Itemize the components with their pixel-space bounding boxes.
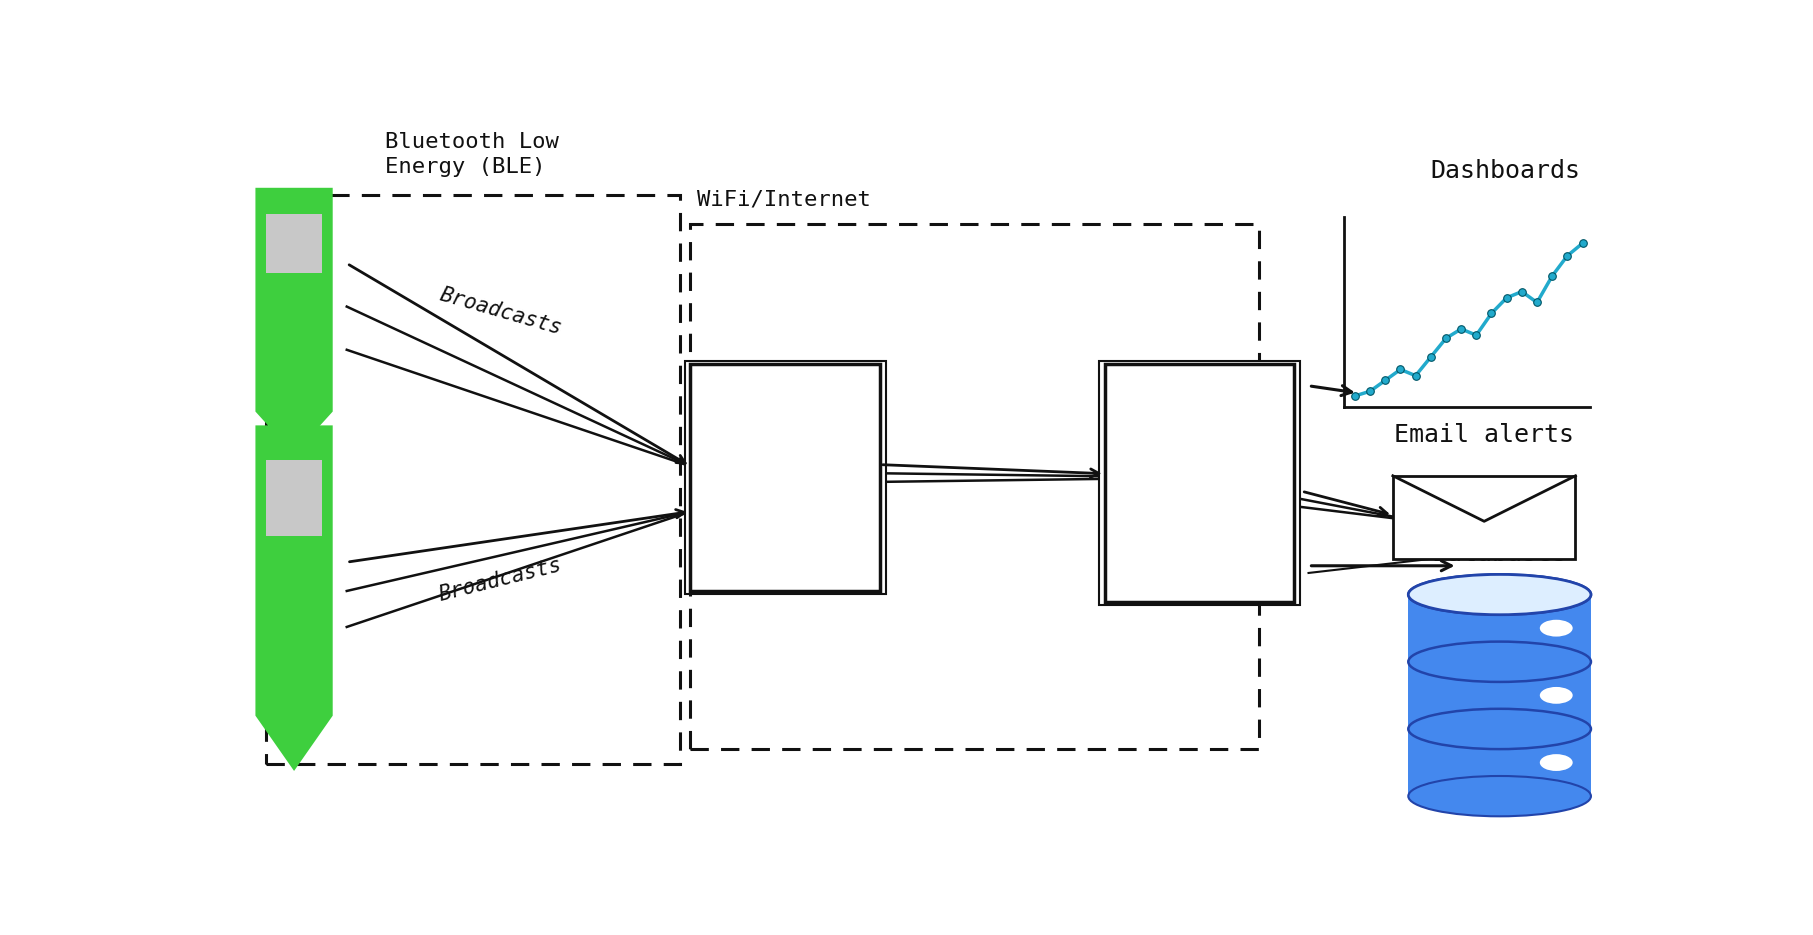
Text: Broadcasts: Broadcasts	[437, 285, 564, 339]
Circle shape	[1539, 755, 1572, 771]
Point	[1537, 268, 1566, 283]
Polygon shape	[256, 425, 334, 771]
Bar	[1409, 729, 1592, 797]
Ellipse shape	[1409, 574, 1592, 614]
Point	[1432, 331, 1461, 346]
Text: Bridge: Bridge	[740, 466, 830, 490]
Bar	[267, 214, 323, 273]
Bar	[691, 223, 1260, 749]
Ellipse shape	[1409, 641, 1592, 682]
Polygon shape	[256, 188, 334, 454]
Point	[1356, 383, 1385, 398]
Text: MQTT
Broker: MQTT Broker	[1155, 456, 1246, 510]
Text: Bluetooth Low
Energy (BLE): Bluetooth Low Energy (BLE)	[386, 132, 558, 177]
Bar	[1099, 361, 1300, 605]
Point	[1401, 368, 1430, 383]
Point	[1523, 295, 1552, 310]
Point	[1447, 322, 1476, 337]
Point	[1492, 291, 1521, 306]
Bar	[1409, 595, 1592, 662]
Bar	[267, 460, 323, 536]
Point	[1507, 284, 1536, 299]
Text: Dashboards: Dashboards	[1430, 159, 1581, 183]
Point	[1478, 306, 1507, 321]
Point	[1554, 249, 1583, 264]
Text: MQTT
messages: MQTT messages	[754, 371, 861, 416]
Text: Databases: Databases	[1432, 541, 1566, 566]
Ellipse shape	[1409, 574, 1592, 614]
Point	[1568, 236, 1597, 251]
Point	[1461, 327, 1490, 342]
Bar	[685, 361, 885, 594]
Circle shape	[1539, 620, 1572, 637]
Circle shape	[1539, 687, 1572, 704]
Ellipse shape	[1409, 776, 1592, 816]
Bar	[1104, 364, 1294, 602]
Text: Broadcasts: Broadcasts	[437, 555, 564, 605]
Bar	[267, 195, 680, 764]
Bar	[1392, 476, 1575, 558]
Bar	[691, 365, 879, 591]
Point	[1371, 373, 1400, 388]
Point	[1385, 362, 1414, 377]
Text: WiFi/Internet: WiFi/Internet	[698, 190, 872, 209]
Text: Email alerts: Email alerts	[1394, 423, 1574, 447]
Point	[1340, 388, 1369, 403]
Bar	[1409, 662, 1592, 729]
Ellipse shape	[1409, 709, 1592, 749]
Point	[1416, 350, 1445, 365]
